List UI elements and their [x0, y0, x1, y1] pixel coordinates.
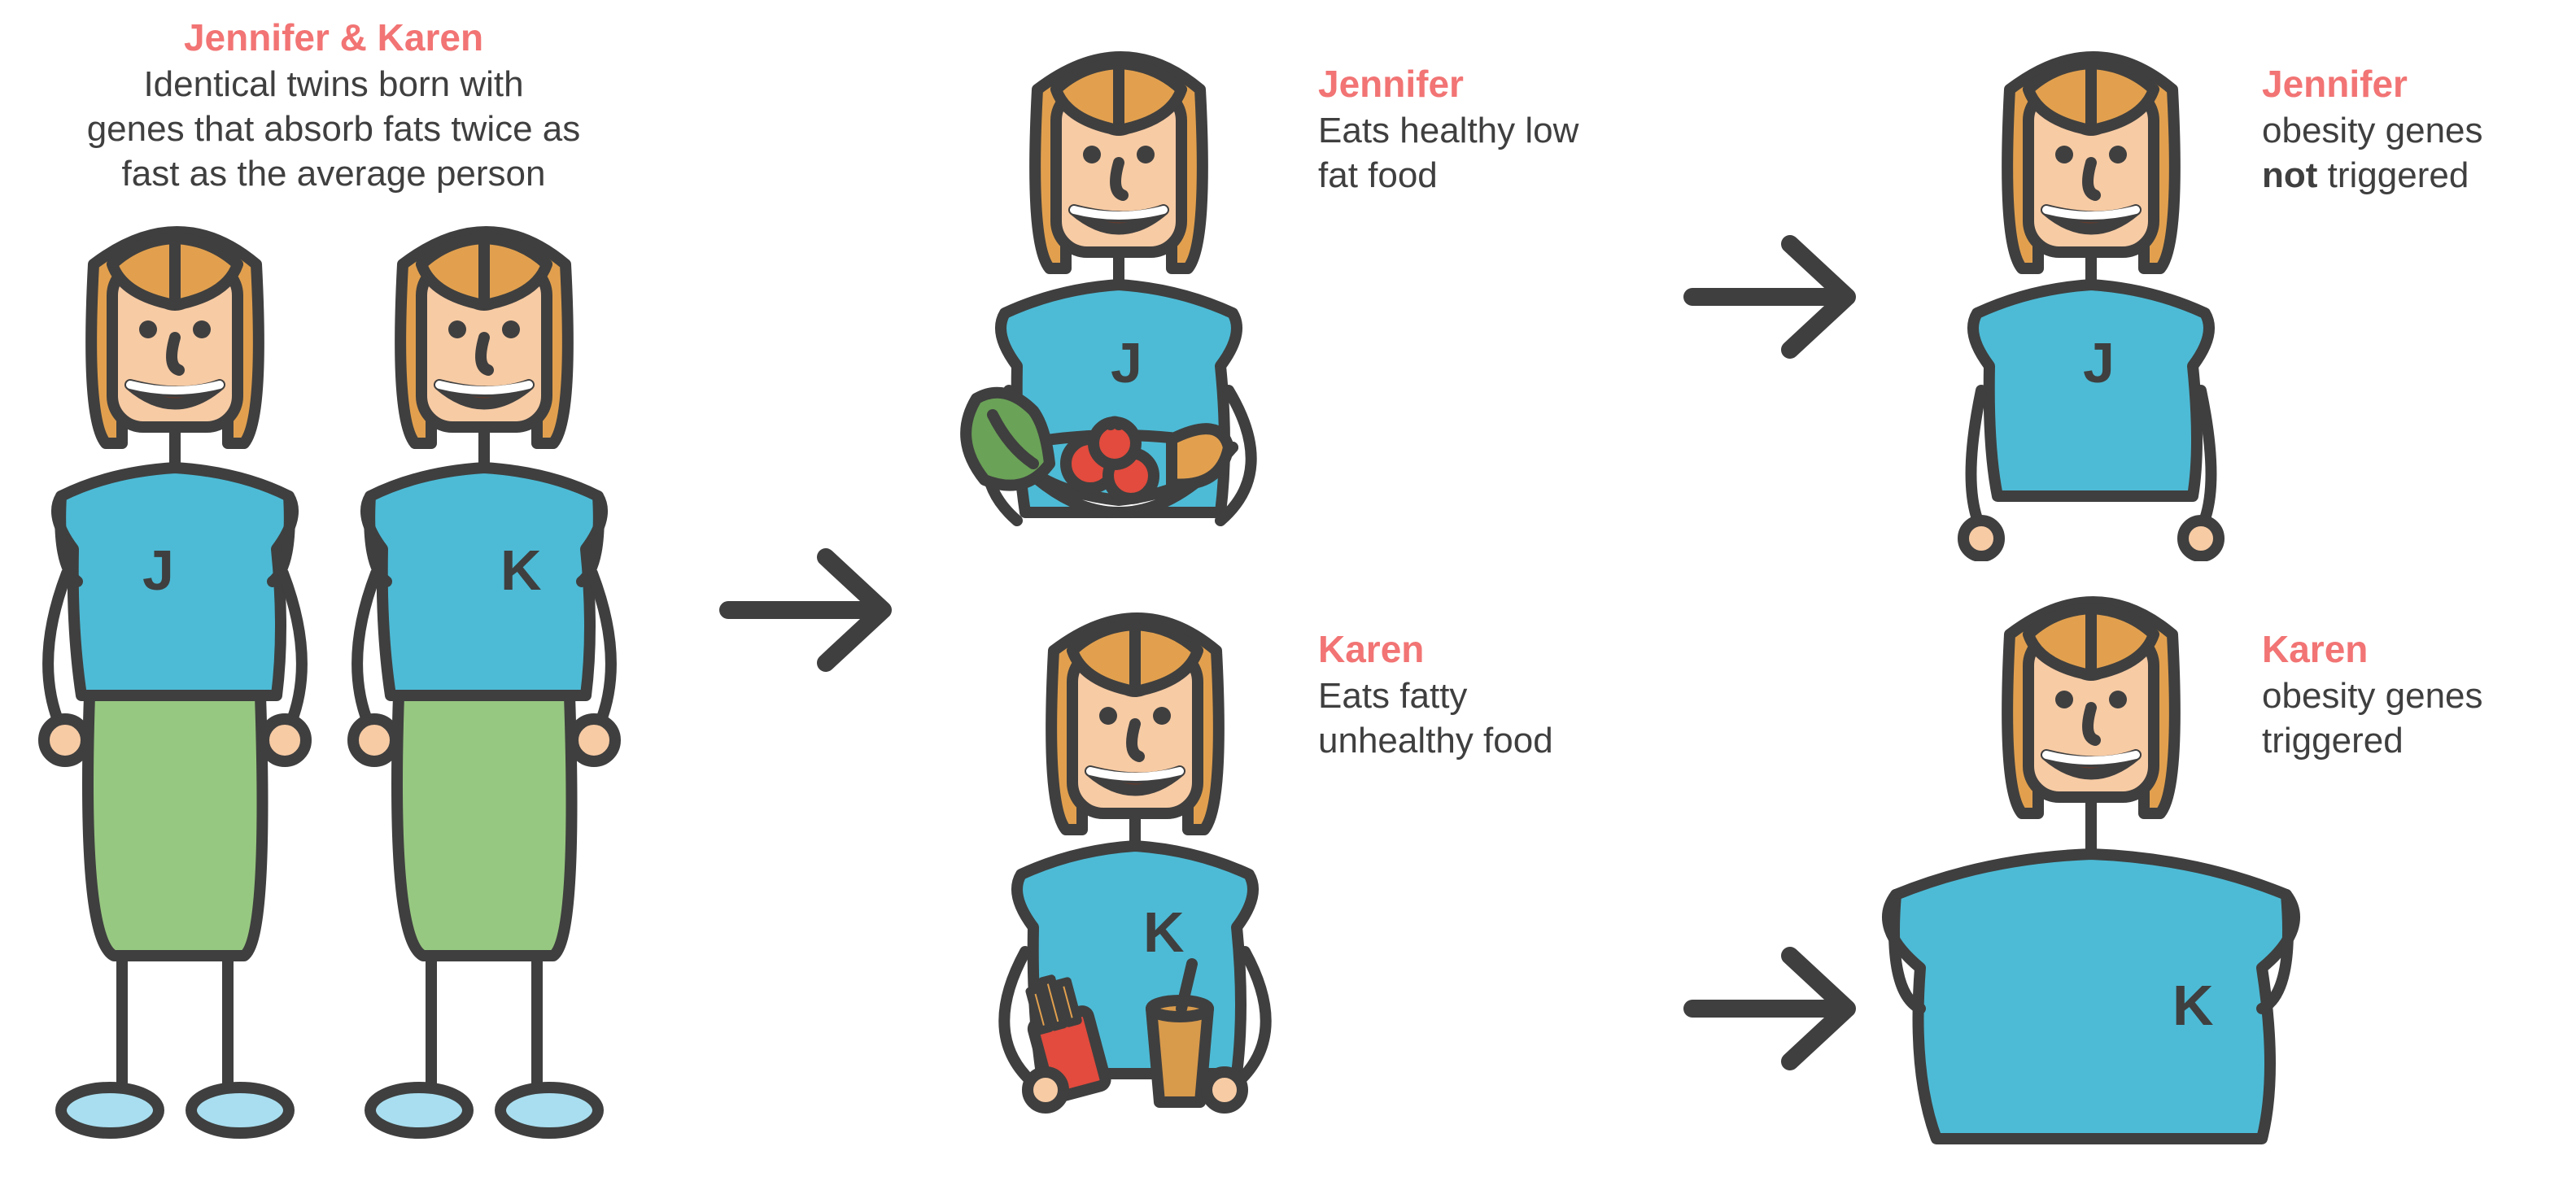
shirt-letter-k: K — [500, 538, 542, 602]
shirt-letter-j2: J — [1111, 331, 1142, 394]
panel1-desc-l3: fast as the average person — [57, 151, 610, 196]
panel3a-label: Jennifer obesity genes not triggered — [2262, 61, 2483, 198]
arrow-2a-icon — [1676, 224, 1880, 370]
panel3a-triggered: triggered — [2317, 155, 2469, 195]
shirt-letter-j3: J — [2083, 331, 2115, 394]
panel2a-name: Jennifer — [1318, 61, 1578, 108]
panel1-name: Jennifer & Karen — [57, 15, 610, 62]
panel2a-desc-l2: fat food — [1318, 153, 1578, 198]
panel2a-label: Jennifer Eats healthy low fat food — [1318, 61, 1578, 198]
panel1-label: Jennifer & Karen Identical twins born wi… — [57, 15, 610, 196]
panel2b-label: Karen Eats fatty unhealthy food — [1318, 626, 1553, 763]
twin-j: J — [44, 232, 306, 1133]
shirt-letter-j: J — [142, 538, 174, 602]
arrow-2b-icon — [1676, 935, 1880, 1082]
panel2a-desc-l1: Eats healthy low — [1318, 108, 1578, 153]
panel1-desc-l2: genes that absorb fats twice as — [57, 107, 610, 151]
panel1-desc-l1: Identical twins born with — [57, 62, 610, 107]
panel2b-desc-l2: unhealthy food — [1318, 718, 1553, 763]
panel3a-name: Jennifer — [2262, 61, 2483, 108]
panel2b-desc-l1: Eats fatty — [1318, 673, 1553, 718]
shirt-letter-k3: K — [2172, 974, 2214, 1037]
panel3a-bold-not: not — [2262, 155, 2317, 195]
panel3a-desc-l2: not triggered — [2262, 153, 2483, 198]
panel2b-name: Karen — [1318, 626, 1553, 673]
shirt-letter-k2: K — [1143, 900, 1185, 964]
arrow-1-icon — [712, 537, 915, 683]
jennifer-healthy-figure: J — [928, 41, 1310, 561]
jennifer-result-figure: J — [1928, 41, 2254, 561]
twin-k: K — [353, 232, 615, 1133]
karen-unhealthy-figure: K — [960, 602, 1310, 1122]
karen-result-figure: K — [1863, 586, 2319, 1155]
twins-figure: J K — [16, 207, 683, 1183]
panel3a-desc-l1: obesity genes — [2262, 108, 2483, 153]
